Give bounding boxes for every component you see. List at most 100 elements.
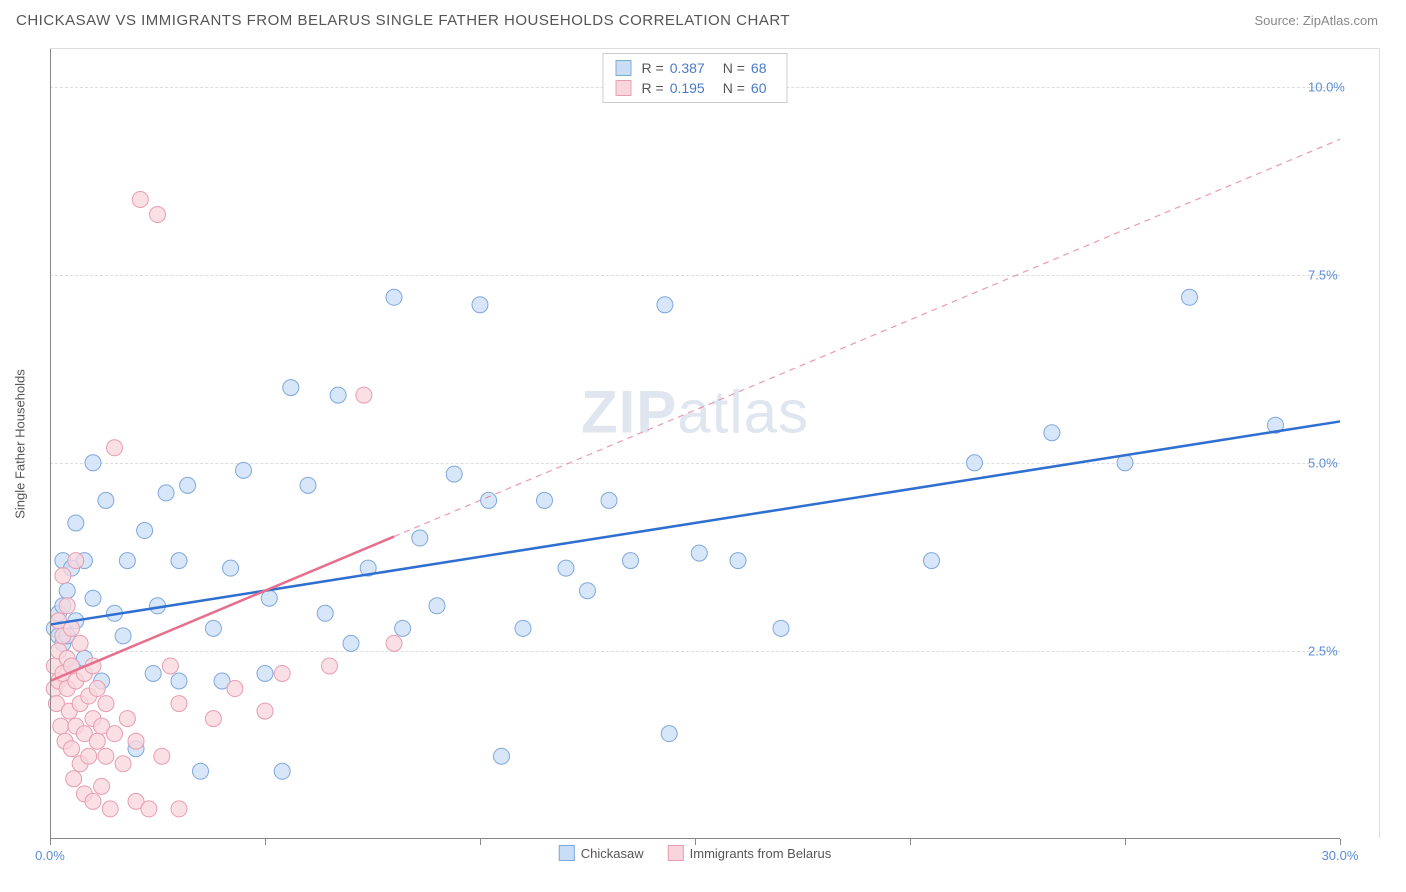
scatter-point [1182, 289, 1198, 305]
scatter-point [141, 801, 157, 817]
scatter-point [68, 515, 84, 531]
scatter-point [274, 763, 290, 779]
scatter-point [132, 191, 148, 207]
legend-r-value: 0.195 [670, 80, 705, 96]
x-tick-label: 30.0% [1322, 848, 1359, 863]
scatter-point [236, 462, 252, 478]
scatter-point [317, 605, 333, 621]
scatter-point [119, 711, 135, 727]
scatter-point [94, 778, 110, 794]
scatter-point [115, 756, 131, 772]
legend-series-item: Immigrants from Belarus [668, 845, 832, 861]
scatter-point [730, 553, 746, 569]
scatter-point [55, 568, 71, 584]
scatter-point [494, 748, 510, 764]
scatter-point [472, 297, 488, 313]
scatter-point [89, 733, 105, 749]
scatter-point [128, 733, 144, 749]
scatter-point [85, 455, 101, 471]
scatter-point [98, 696, 114, 712]
scatter-point [1044, 425, 1060, 441]
legend-swatch [559, 845, 575, 861]
scatter-point [102, 801, 118, 817]
legend-stat-row: R =0.195N =60 [616, 78, 775, 98]
scatter-point [205, 711, 221, 727]
scatter-point [205, 620, 221, 636]
scatter-point [223, 560, 239, 576]
scatter-point [386, 289, 402, 305]
scatter-point [81, 748, 97, 764]
scatter-point [300, 477, 316, 493]
scatter-point [261, 590, 277, 606]
legend-swatch [668, 845, 684, 861]
scatter-point [967, 455, 983, 471]
x-tick-label: 0.0% [35, 848, 65, 863]
legend-stat-row: R =0.387N =68 [616, 58, 775, 78]
y-axis [50, 49, 51, 839]
scatter-point [59, 598, 75, 614]
x-tick [480, 839, 481, 845]
legend-series-label: Chickasaw [581, 846, 644, 861]
scatter-point [107, 726, 123, 742]
legend-n-label: N = [723, 80, 745, 96]
x-tick [265, 839, 266, 845]
legend-r-label: R = [642, 60, 664, 76]
scatter-point [154, 748, 170, 764]
scatter-point [107, 440, 123, 456]
legend-r-label: R = [642, 80, 664, 96]
scatter-point [429, 598, 445, 614]
scatter-point [119, 553, 135, 569]
plot-region: ZIPatlas 2.5%5.0%7.5%10.0% 0.0%30.0% R =… [50, 49, 1340, 839]
scatter-point [515, 620, 531, 636]
scatter-point [227, 681, 243, 697]
scatter-point [322, 658, 338, 674]
legend-swatch [616, 80, 632, 96]
scatter-point [171, 553, 187, 569]
scatter-point [85, 590, 101, 606]
scatter-point [386, 635, 402, 651]
legend-series-label: Immigrants from Belarus [690, 846, 832, 861]
scatter-point [257, 665, 273, 681]
scatter-point [85, 793, 101, 809]
scatter-point [773, 620, 789, 636]
scatter-point [257, 703, 273, 719]
scatter-point [158, 485, 174, 501]
legend-r-value: 0.387 [670, 60, 705, 76]
scatter-point [64, 741, 80, 757]
scatter-point [691, 545, 707, 561]
scatter-point [537, 492, 553, 508]
scatter-point [68, 553, 84, 569]
scatter-point [150, 207, 166, 223]
scatter-point [59, 583, 75, 599]
scatter-point [412, 530, 428, 546]
scatter-point [53, 718, 69, 734]
legend-series-item: Chickasaw [559, 845, 644, 861]
legend-n-value: 68 [751, 60, 767, 76]
scatter-point [66, 771, 82, 787]
scatter-point [171, 673, 187, 689]
scatter-point [180, 477, 196, 493]
scatter-point [481, 492, 497, 508]
scatter-point [580, 583, 596, 599]
scatter-point [162, 658, 178, 674]
chart-source: Source: ZipAtlas.com [1254, 13, 1378, 28]
scatter-point [601, 492, 617, 508]
scatter-point [924, 553, 940, 569]
x-tick [50, 839, 51, 845]
scatter-point [145, 665, 161, 681]
scatter-point [89, 681, 105, 697]
scatter-point [193, 763, 209, 779]
scatter-point [343, 635, 359, 651]
scatter-point [98, 748, 114, 764]
regression-line [50, 421, 1340, 624]
chart-title: CHICKASAW VS IMMIGRANTS FROM BELARUS SIN… [16, 12, 790, 29]
regression-line-extension [394, 139, 1340, 536]
scatter-point [558, 560, 574, 576]
legend-series: Chickasaw Immigrants from Belarus [559, 845, 831, 861]
scatter-svg [50, 49, 1340, 839]
scatter-point [171, 801, 187, 817]
y-axis-label: Single Father Households [13, 369, 28, 519]
legend-swatch [616, 60, 632, 76]
scatter-point [115, 628, 131, 644]
scatter-point [657, 297, 673, 313]
